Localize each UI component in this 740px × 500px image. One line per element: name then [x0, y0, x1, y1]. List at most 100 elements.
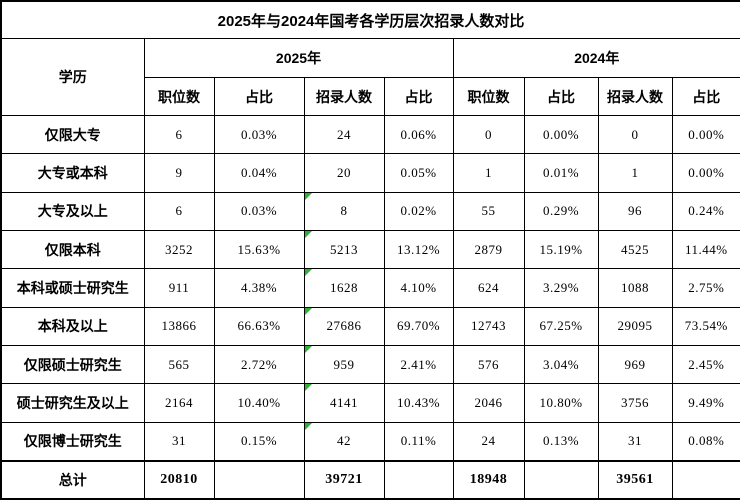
cell-value — [383, 459, 454, 500]
cell-value: 3.04% — [523, 345, 599, 385]
column-header-share-positions-2024: 占比 — [523, 77, 599, 116]
cell-text: 29095 — [617, 318, 653, 334]
cell-value: 15.63% — [213, 230, 305, 270]
table-row: 大专或本科 9 0.04% 20 0.05% 1 0.01% 1 0.00% — [0, 153, 740, 193]
cell-text: 0.08% — [688, 433, 725, 449]
cell-text: 24 — [337, 126, 351, 142]
cell-value: 10.43% — [383, 383, 454, 423]
cell-text: 24 — [481, 433, 496, 449]
column-header-education: 学历 — [0, 38, 145, 116]
cell-corner-flag-icon — [305, 193, 312, 200]
cell-value: 24 — [452, 421, 525, 462]
row-label: 硕士研究生及以上 — [0, 383, 145, 423]
page-title: 2025年与2024年国考各学历层次招录人数对比 — [0, 0, 740, 39]
cell-value: 2.72% — [213, 345, 305, 385]
cell-value: 8 — [303, 191, 385, 232]
column-header-share-recruits-2024: 占比 — [671, 77, 740, 116]
cell-value: 969 — [597, 345, 673, 385]
cell-text: 969 — [624, 356, 646, 372]
cell-text: 27686 — [326, 318, 362, 334]
cell-value: 6 — [143, 191, 215, 232]
cell-text: 9 — [175, 165, 183, 181]
cell-text: 13866 — [161, 318, 197, 334]
cell-value: 1 — [452, 153, 525, 193]
row-label: 仅限本科 — [0, 230, 145, 270]
cell-value: 69.70% — [383, 306, 454, 347]
cell-value: 0.03% — [213, 191, 305, 232]
row-label: 仅限大专 — [0, 114, 145, 155]
row-label: 仅限博士研究生 — [0, 421, 145, 462]
cell-value: 2.41% — [383, 345, 454, 385]
cell-text: 2.45% — [688, 356, 725, 372]
cell-text: 0.15% — [240, 433, 278, 449]
cell-text: 96 — [628, 203, 642, 219]
cell-value: 1 — [597, 153, 673, 193]
cell-value: 31 — [597, 421, 673, 462]
cell-text: 6 — [175, 203, 183, 219]
cell-value: 0.08% — [671, 421, 740, 462]
cell-value: 576 — [452, 345, 525, 385]
cell-text: 0.00% — [688, 126, 725, 142]
cell-text: 0.00% — [542, 126, 580, 142]
cell-value: 9.49% — [671, 383, 740, 423]
cell-text: 1088 — [621, 280, 649, 296]
cell-value: 4.10% — [383, 268, 454, 308]
cell-value: 0.15% — [213, 421, 305, 462]
cell-value: 15.19% — [523, 230, 599, 270]
cell-text: 3.29% — [542, 280, 580, 296]
cell-value: 0.13% — [523, 421, 599, 462]
cell-text: 2164 — [165, 395, 193, 411]
cell-text: 3.04% — [542, 356, 580, 372]
cell-value: 624 — [452, 268, 525, 308]
cell-value: 2.45% — [671, 345, 740, 385]
cell-text: 15.19% — [539, 241, 583, 257]
cell-text: 4525 — [621, 241, 649, 257]
cell-text: 4141 — [330, 395, 358, 411]
cell-text: 15.63% — [237, 241, 281, 257]
cell-text: 12743 — [471, 318, 506, 334]
cell-text: 0.06% — [400, 126, 437, 142]
row-label: 本科或硕士研究生 — [0, 268, 145, 308]
table-row: 大专及以上 6 0.03% 8 0.02% 55 0.29% 96 0.24% — [0, 191, 740, 232]
column-header-positions-2025: 职位数 — [143, 77, 215, 116]
row-label: 大专及以上 — [0, 191, 145, 232]
cell-text: 55 — [481, 203, 496, 219]
cell-text: 0.02% — [400, 203, 437, 219]
cell-value: 9 — [143, 153, 215, 193]
cell-corner-flag-icon — [305, 346, 312, 354]
cell-value: 66.63% — [213, 306, 305, 347]
cell-text: 2.41% — [400, 356, 437, 372]
cell-text: 10.43% — [396, 395, 441, 411]
cell-text: 10.40% — [237, 395, 281, 411]
cell-value: 565 — [143, 345, 215, 385]
cell-corner-flag-icon — [305, 423, 312, 430]
cell-value: 29095 — [597, 306, 673, 347]
table-row: 本科及以上 13866 66.63% 27686 69.70% 12743 67.25% 29… — [0, 306, 740, 347]
cell-text: 39561 — [616, 471, 654, 487]
cell-value: 0 — [597, 114, 673, 155]
cell-corner-flag-icon — [305, 269, 312, 277]
cell-value: 31 — [143, 421, 215, 462]
cell-value: 6 — [143, 114, 215, 155]
cell-text: 20810 — [160, 471, 198, 487]
cell-value: 3252 — [143, 230, 215, 270]
cell-text: 2879 — [474, 241, 503, 257]
cell-value: 1088 — [597, 268, 673, 308]
cell-text: 0.04% — [240, 165, 278, 181]
cell-value: 67.25% — [523, 306, 599, 347]
column-header-share-positions-2025: 占比 — [213, 77, 305, 116]
cell-text: 0 — [631, 126, 639, 142]
table-row: 仅限博士研究生 31 0.15% 42 0.11% 24 0.13% 31 0.08% — [0, 421, 740, 462]
cell-value: 0.24% — [671, 191, 740, 232]
cell-value: 39561 — [597, 459, 673, 500]
cell-text: 0.29% — [542, 203, 580, 219]
cell-text: 576 — [478, 356, 499, 372]
cell-text: 31 — [628, 433, 642, 449]
cell-value: 55 — [452, 191, 525, 232]
cell-value: 73.54% — [671, 306, 740, 347]
cell-value: 42 — [303, 421, 385, 462]
cell-text: 5213 — [330, 241, 358, 257]
cell-value: 0.29% — [523, 191, 599, 232]
cell-value: 0.01% — [523, 153, 599, 193]
cell-value: 13866 — [143, 306, 215, 347]
